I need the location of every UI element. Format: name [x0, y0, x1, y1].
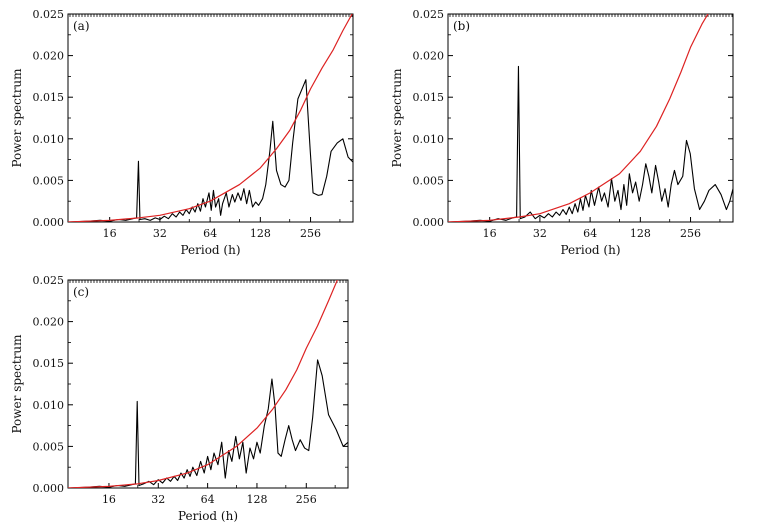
x-tick-label: 64: [201, 493, 215, 506]
y-tick-label: 0.010: [413, 133, 445, 146]
plot-frame: [447, 13, 734, 223]
y-tick-label: 0.020: [33, 316, 65, 329]
y-tick-label: 0.015: [33, 91, 65, 104]
x-tick-label: 32: [533, 227, 547, 240]
y-tick-label: 0.020: [413, 50, 445, 63]
y-tick-label: 0.015: [413, 91, 445, 104]
y-tick-label: 0.010: [33, 399, 65, 412]
red-noise-curve: [68, 14, 353, 222]
power-spectrum-line: [68, 359, 348, 488]
panel-a: 16 32 64 128 256 0.000 0.005 0.010 0.015 0.020 0.0…: [10, 8, 354, 257]
y-tick-label: 0.000: [413, 216, 445, 229]
x-tick-label: 256: [300, 227, 321, 240]
top-minor-ticks: [69, 14, 353, 17]
x-axis-title: Period (h): [180, 243, 240, 257]
panel-label: (c): [73, 285, 89, 299]
x-tick-label: 128: [246, 493, 267, 506]
x-tick-label: 64: [583, 227, 597, 240]
x-tick-label: 128: [250, 227, 271, 240]
y-tick-label: 0.005: [33, 174, 65, 187]
y-tick-label: 0.000: [33, 482, 65, 495]
y-axis-title: Power spectrum: [10, 334, 24, 434]
panel-label: (a): [73, 19, 90, 33]
y-axis-title: Power spectrum: [390, 68, 404, 168]
x-tick-label: 256: [680, 227, 701, 240]
x-tick-label: 16: [103, 227, 117, 240]
panel-label: (b): [453, 19, 470, 33]
plot-frame: [67, 13, 354, 223]
y-tick-label: 0.005: [413, 174, 445, 187]
red-noise-curve: [448, 14, 709, 222]
panel-c: 16 32 64 128 256 0.000 0.005 0.010 0.015 0.020 0.0…: [10, 274, 349, 523]
y-tick-label: 0.010: [33, 133, 65, 146]
y-tick-label: 0.025: [33, 8, 65, 21]
x-axis-title: Period (h): [178, 509, 238, 523]
y-tick-label: 0.000: [33, 216, 65, 229]
top-minor-ticks: [69, 280, 347, 283]
power-spectrum-line: [68, 79, 353, 222]
x-tick-label: 128: [630, 227, 651, 240]
x-tick-label: 16: [102, 493, 116, 506]
y-tick-label: 0.005: [33, 440, 65, 453]
panel-b: 16 32 64 128 256 0.000 0.005 0.010 0.015 0.020 0.0…: [390, 8, 734, 257]
x-tick-label: 64: [203, 227, 217, 240]
x-tick-label: 32: [153, 227, 167, 240]
y-tick-label: 0.015: [33, 357, 65, 370]
top-minor-ticks: [449, 14, 733, 17]
y-tick-label: 0.025: [413, 8, 445, 21]
x-tick-label: 256: [296, 493, 317, 506]
y-axis-title: Power spectrum: [10, 68, 24, 168]
x-tick-label: 16: [483, 227, 497, 240]
red-noise-curve: [68, 280, 338, 488]
x-tick-label: 32: [151, 493, 165, 506]
y-tick-label: 0.020: [33, 50, 65, 63]
power-spectrum-line: [448, 65, 733, 222]
x-axis-title: Period (h): [560, 243, 620, 257]
y-tick-label: 0.025: [33, 274, 65, 287]
